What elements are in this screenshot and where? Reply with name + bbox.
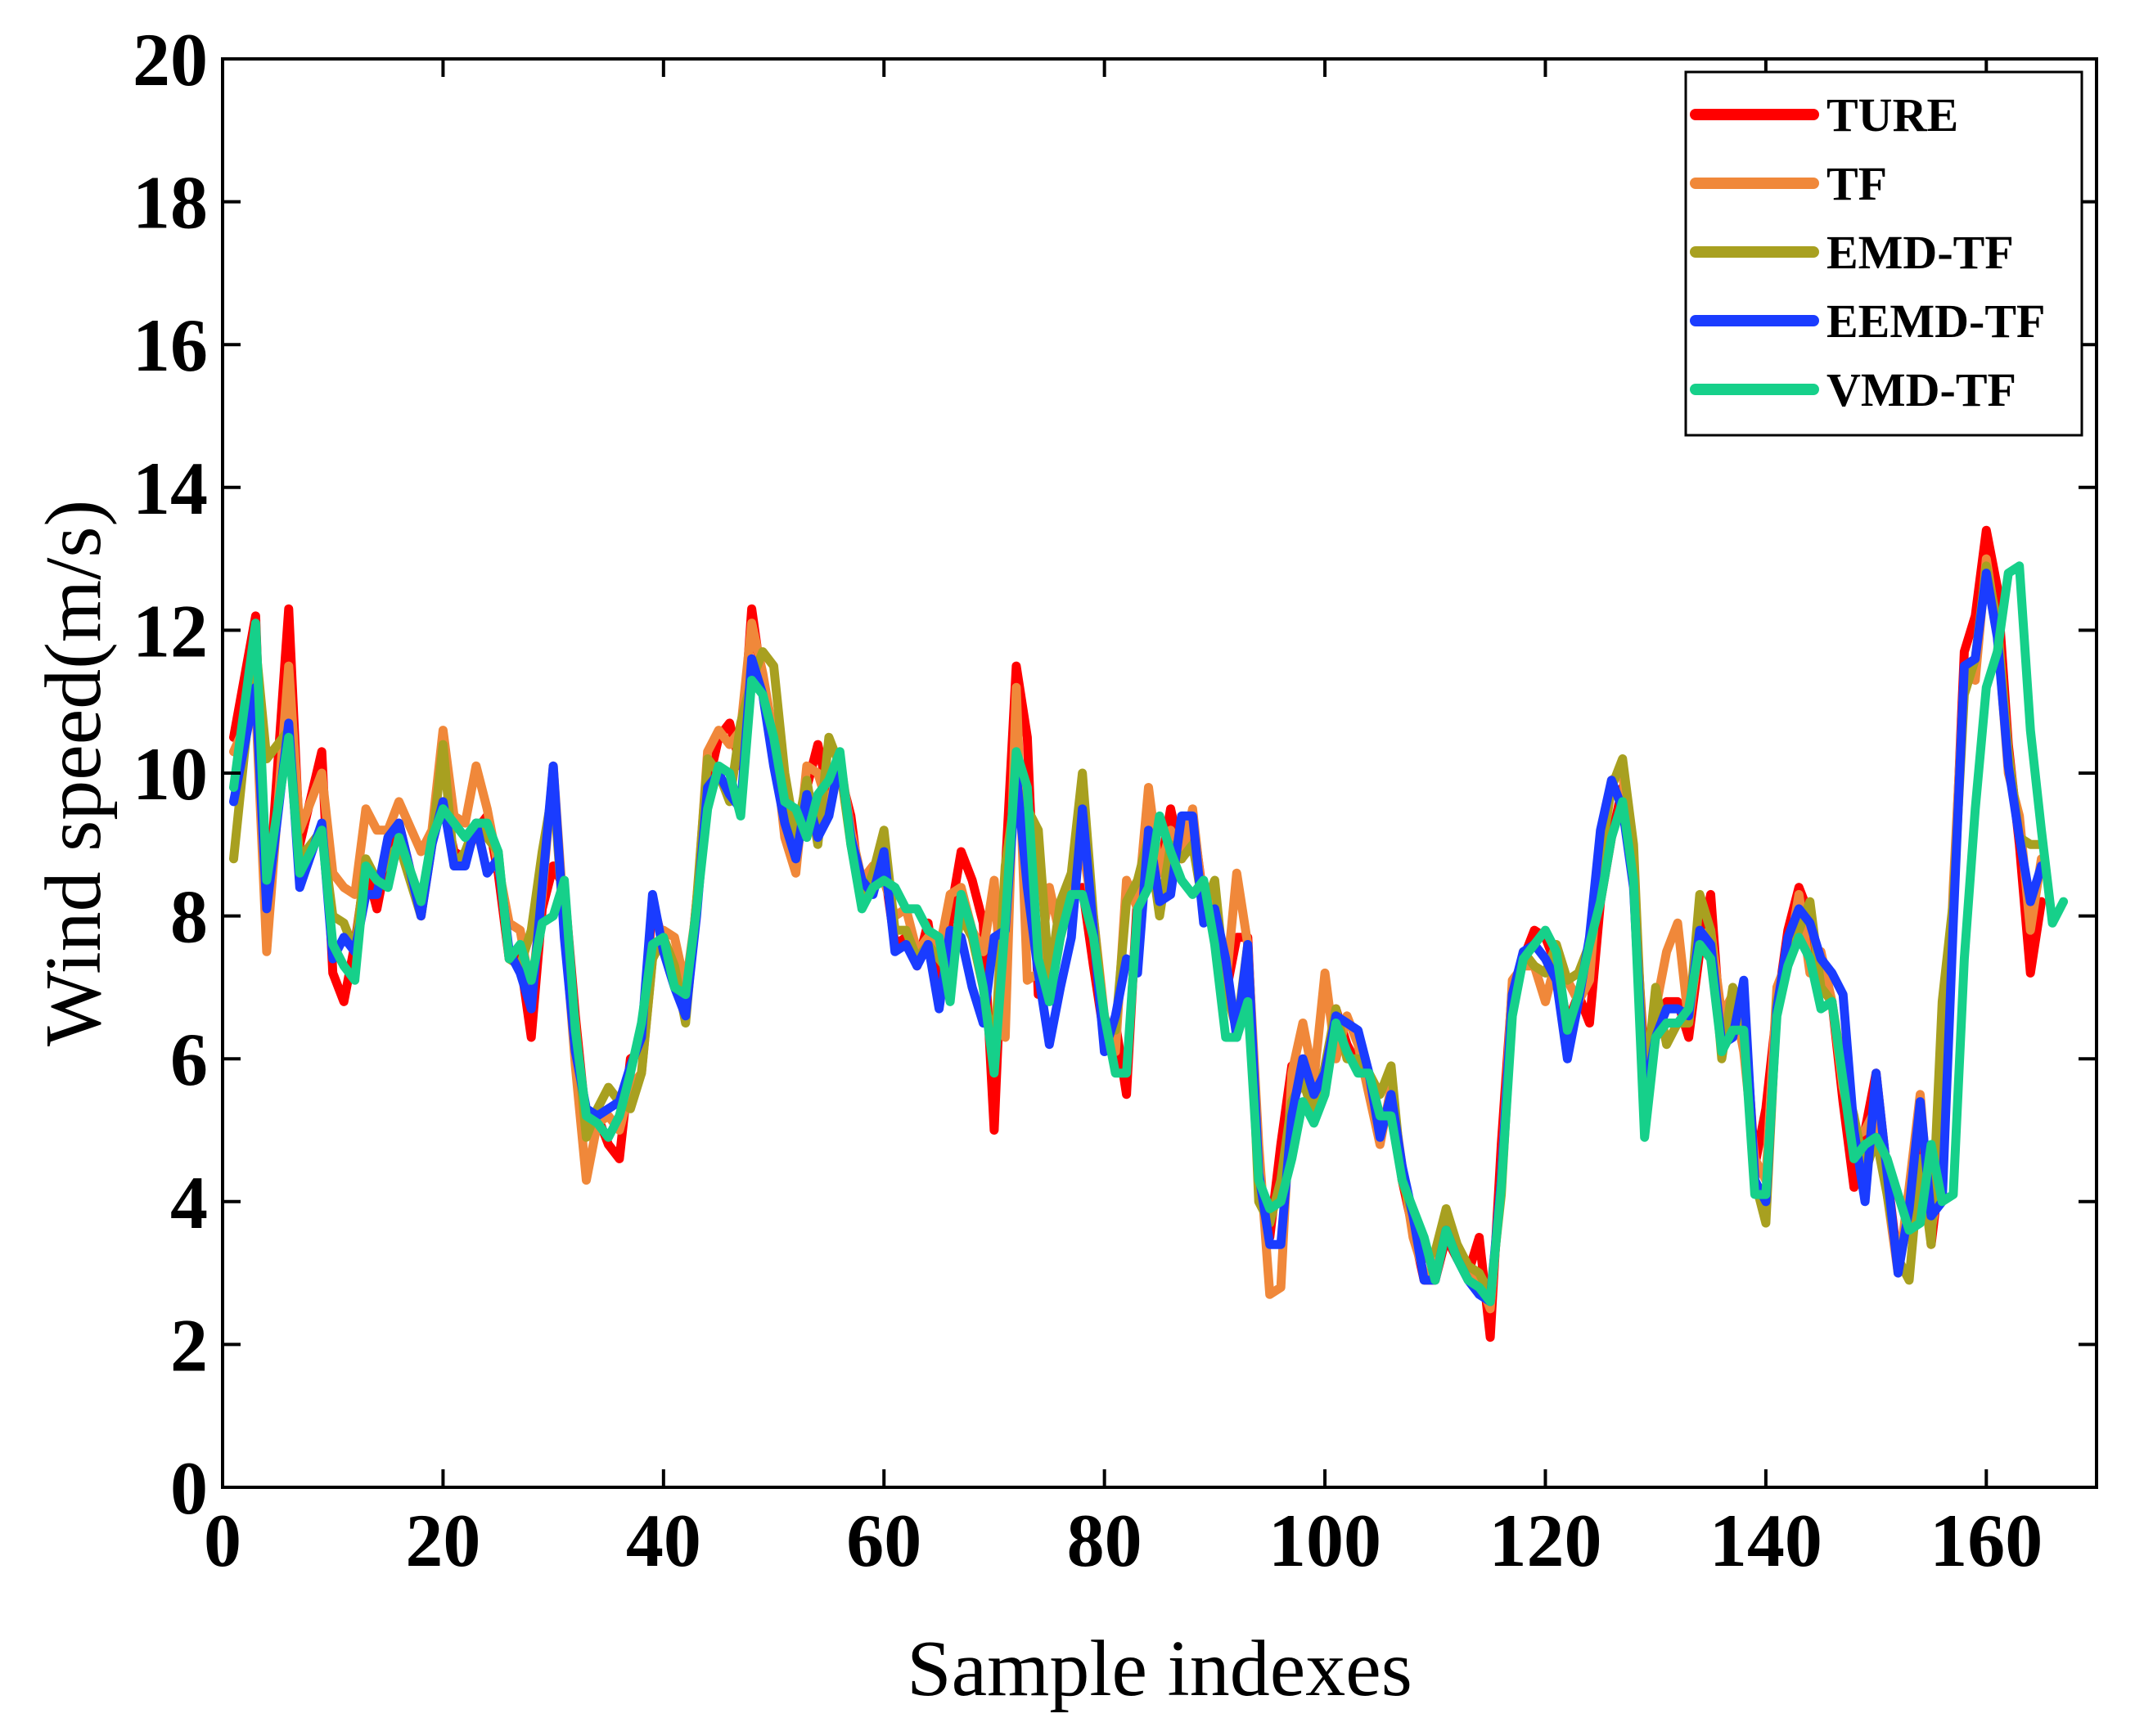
series-line-vmd-tf — [229, 561, 2069, 1306]
y-tick-label: 4 — [170, 1161, 208, 1244]
series-layer — [229, 525, 2069, 1342]
legend-label-tf: TF — [1826, 157, 1887, 210]
y-tick-label: 6 — [170, 1018, 208, 1101]
x-axis-title: Sample indexes — [907, 1625, 1412, 1713]
y-tick-label: 20 — [133, 18, 208, 101]
y-tick-label: 10 — [133, 732, 208, 816]
legend-label-vmd-tf: VMD-TF — [1826, 363, 2016, 416]
x-tick-label: 0 — [204, 1499, 241, 1582]
y-tick-label: 16 — [133, 304, 208, 387]
y-tick-label: 0 — [170, 1446, 208, 1530]
y-tick-label: 14 — [133, 447, 208, 530]
y-tick-label: 12 — [133, 589, 208, 672]
x-tick-label: 120 — [1489, 1499, 1601, 1582]
y-tick-label: 8 — [170, 875, 208, 959]
x-tick-label: 100 — [1268, 1499, 1381, 1582]
legend-label-ture: TURE — [1826, 88, 1958, 142]
legend: TURE TF EMD-TF EEMD-TF VMD-TF — [1684, 70, 2083, 437]
legend-label-emd-tf: EMD-TF — [1826, 226, 2014, 279]
legend-label-eemd-tf: EEMD-TF — [1826, 295, 2045, 348]
x-tick-label: 80 — [1067, 1499, 1142, 1582]
x-tick-label: 20 — [405, 1499, 480, 1582]
x-tick-label: 60 — [846, 1499, 921, 1582]
x-tick-label: 140 — [1709, 1499, 1822, 1582]
y-tick-label: 2 — [170, 1303, 208, 1387]
y-axis-title: Wind speed(m/s) — [29, 500, 118, 1046]
tick-layer: 0 20 40 60 80 100 120 140 160 0 2 4 6 8 10 12 14 16 18 20 — [133, 18, 2097, 1582]
x-tick-label: 40 — [626, 1499, 701, 1582]
x-tick-label: 160 — [1930, 1499, 2043, 1582]
y-tick-label: 18 — [133, 161, 208, 245]
